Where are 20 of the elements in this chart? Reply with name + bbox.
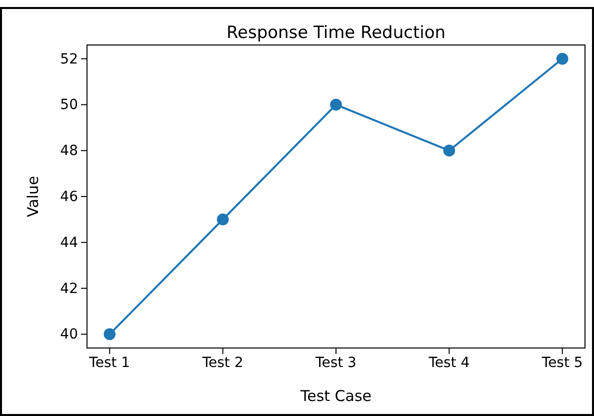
chart-title: Response Time Reduction [226, 23, 446, 43]
y-tick-label: 50 [60, 97, 78, 114]
y-tick-label: 46 [60, 188, 78, 205]
point [443, 144, 456, 156]
x-tick-label: Test 4 [428, 354, 470, 371]
point [216, 214, 229, 226]
y-tick-label: 42 [60, 280, 78, 297]
point [556, 52, 568, 65]
x-tick-label: Test 1 [88, 354, 130, 371]
point [330, 98, 342, 111]
x-tick-label: Test 3 [314, 354, 356, 371]
y-tick-label: 52 [60, 51, 78, 68]
x-tick-label: Test 5 [540, 354, 583, 371]
y-tick-label: 48 [60, 143, 78, 160]
x-tick-label: Test 2 [201, 354, 244, 371]
y-tick-label: 40 [60, 326, 78, 343]
point [104, 328, 116, 340]
y-axis-title: Value [24, 176, 42, 218]
y-tick-label: 44 [60, 234, 78, 251]
x-axis-title: Test Case [299, 387, 372, 405]
